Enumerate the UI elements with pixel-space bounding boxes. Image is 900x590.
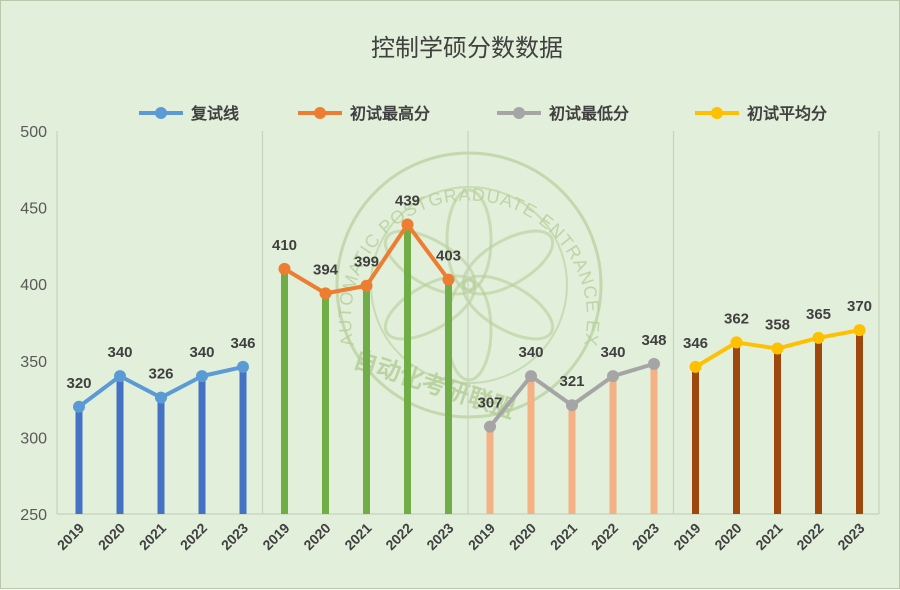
data-label: 370 [847, 298, 872, 315]
x-tick-label: 2019 [54, 520, 87, 553]
data-label: 346 [230, 335, 255, 352]
x-tick-label: 2022 [793, 520, 826, 553]
data-label: 358 [765, 317, 790, 334]
x-tick-label: 2021 [547, 520, 580, 553]
data-label: 403 [436, 248, 461, 265]
data-point [812, 331, 825, 344]
y-tick-label: 350 [20, 354, 47, 371]
watermark: AUTOMATIC POSTGRADUATE ENTRANCE EXAMINAT… [1, 1, 603, 424]
x-axis: 2019 2020 2021 2022 2023 2019 2020 2021 2022 2023… [54, 520, 868, 553]
data-point [114, 370, 126, 383]
data-point [401, 218, 414, 231]
legend-label: 初试平均分 [747, 104, 827, 123]
data-point [607, 370, 619, 383]
data-point [689, 360, 702, 373]
data-point [484, 420, 496, 433]
data-point [730, 336, 743, 349]
x-tick-label: 2022 [588, 520, 621, 553]
x-tick-label: 2023 [834, 520, 867, 553]
data-label: 326 [148, 366, 173, 383]
y-axis: 250 300 350 400 450 500 [20, 124, 47, 524]
x-tick-label: 2022 [177, 520, 210, 553]
data-labels: 320 340 326 340 346 410 394 399 439 403 307 340 321 3… [66, 192, 872, 411]
y-tick-label: 250 [20, 507, 47, 524]
y-tick-label: 300 [20, 430, 47, 447]
data-label: 348 [641, 332, 666, 349]
data-label: 340 [518, 344, 543, 361]
data-label: 399 [354, 254, 379, 271]
data-point [319, 287, 332, 300]
data-label: 320 [66, 375, 91, 392]
legend-swatch-marker [314, 107, 326, 119]
x-tick-label: 2022 [382, 520, 415, 553]
data-label: 439 [395, 192, 420, 209]
data-point [155, 391, 167, 404]
legend-swatch-marker [155, 107, 167, 119]
data-label: 340 [189, 344, 214, 361]
x-tick-label: 2020 [300, 520, 333, 553]
y-tick-label: 400 [20, 277, 47, 294]
x-tick-label: 2019 [670, 520, 703, 553]
data-point [771, 342, 784, 355]
watermark-ring [335, 151, 603, 419]
data-label: 307 [477, 395, 502, 412]
data-label: 394 [313, 261, 339, 278]
data-point [525, 370, 537, 383]
x-tick-label: 2021 [136, 520, 169, 553]
chart-title: 控制学硕分数数据 [371, 34, 563, 62]
data-label: 321 [559, 373, 584, 390]
legend-label: 初试最低分 [549, 104, 629, 123]
bars [75, 224, 863, 514]
data-label: 340 [107, 344, 132, 361]
data-point [853, 324, 866, 337]
y-tick-label: 500 [20, 124, 47, 141]
legend-swatch-marker [711, 107, 723, 119]
group-separators [56, 131, 880, 515]
legend-swatch-marker [513, 107, 525, 119]
data-label: 365 [806, 306, 831, 323]
y-tick-label: 450 [20, 201, 47, 218]
data-point [566, 399, 578, 412]
x-tick-label: 2021 [341, 520, 374, 553]
x-tick-label: 2019 [465, 520, 498, 553]
legend-label: 复试线 [190, 104, 239, 123]
x-tick-label: 2020 [95, 520, 128, 553]
x-tick-label: 2023 [423, 520, 456, 553]
data-point [196, 370, 208, 383]
legend: 复试线 初试最高分 初试最低分 初试平均分 [139, 104, 827, 123]
data-point [73, 400, 85, 413]
data-label: 340 [600, 344, 625, 361]
series-lines [73, 218, 866, 433]
data-point [360, 279, 373, 292]
x-tick-label: 2020 [711, 520, 744, 553]
watermark-leaf [461, 274, 555, 341]
data-point [648, 357, 660, 370]
x-tick-label: 2021 [752, 520, 785, 553]
data-point [442, 273, 455, 286]
x-tick-label: 2023 [218, 520, 251, 553]
data-point [237, 360, 249, 373]
data-label: 410 [272, 237, 297, 254]
data-label: 362 [724, 310, 749, 327]
data-point [278, 262, 291, 275]
x-tick-label: 2023 [629, 520, 662, 553]
x-tick-label: 2020 [506, 520, 539, 553]
x-tick-label: 2019 [259, 520, 292, 553]
data-label: 346 [683, 335, 708, 352]
watermark-leaf [383, 229, 477, 296]
legend-label: 初试最高分 [350, 104, 430, 123]
